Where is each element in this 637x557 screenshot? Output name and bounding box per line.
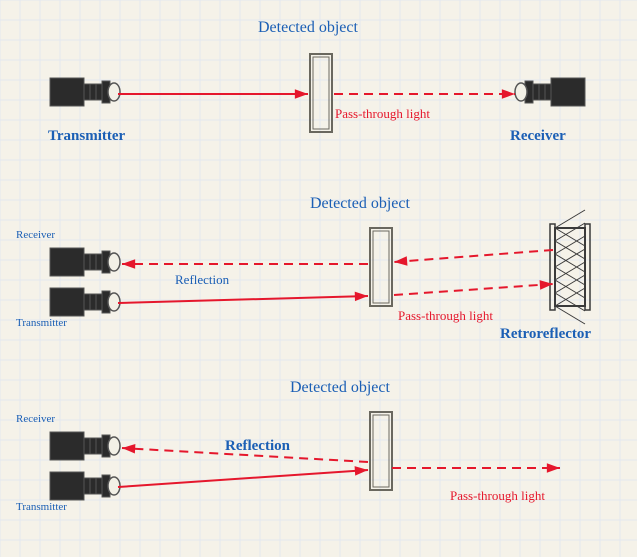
panel2-receiver-label: Receiver bbox=[16, 229, 55, 241]
panel3-transmitter-label: Transmitter bbox=[16, 501, 67, 513]
panel2-reflection-label: Reflection bbox=[175, 272, 230, 287]
panel2-title: Detected object bbox=[310, 195, 411, 212]
panel1-title: Detected object bbox=[258, 19, 359, 36]
panel3-title: Detected object bbox=[290, 379, 391, 396]
panel1-transmitter-label: Transmitter bbox=[48, 128, 126, 144]
panel2-pass-label: Pass-through light bbox=[398, 308, 493, 323]
panel3-receiver-label: Receiver bbox=[16, 413, 55, 425]
sensor-diagram: Detected object Pass-through light Transmi… bbox=[0, 0, 637, 557]
panel1-pass-label: Pass-through light bbox=[335, 106, 430, 121]
panel3-pass-label: Pass-through light bbox=[450, 488, 545, 503]
panel1-receiver-label: Receiver bbox=[510, 128, 566, 144]
panel3-reflection-label: Reflection bbox=[225, 438, 291, 454]
panel2-retro-label: Retroreflector bbox=[500, 326, 591, 342]
panel2-transmitter-label: Transmitter bbox=[16, 317, 67, 329]
